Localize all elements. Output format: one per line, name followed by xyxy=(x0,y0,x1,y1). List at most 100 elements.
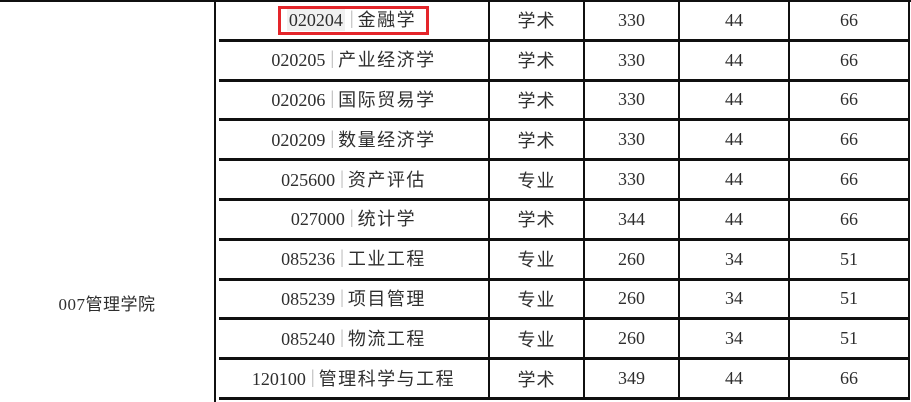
program-text: 027000 | 统计学 xyxy=(290,207,417,230)
type-cell: 专业 xyxy=(490,280,585,318)
highlight-box: 020204 | 金融学 xyxy=(277,5,430,35)
score-cell-3: 66 xyxy=(790,360,910,397)
pipe-separator-icon: | xyxy=(349,7,354,29)
program-code: 020209 xyxy=(271,129,326,150)
program-name: 工业工程 xyxy=(347,249,426,270)
program-cell: 020205 | 产业经济学 xyxy=(219,41,490,79)
table-row: 020206 | 国际贸易学 学术 330 44 66 xyxy=(219,81,910,122)
table-row: 085236 | 工业工程 专业 260 34 51 xyxy=(219,240,910,281)
program-name: 国际贸易学 xyxy=(338,89,436,110)
score-cell-1: 344 xyxy=(585,200,680,238)
program-text: 085236 | 工业工程 xyxy=(281,247,426,270)
program-code: 120100 xyxy=(251,368,306,389)
type-cell: 专业 xyxy=(490,161,585,198)
program-text: 120100 | 管理科学与工程 xyxy=(251,366,456,390)
program-code: 085240 xyxy=(281,328,336,349)
score-cell-1: 260 xyxy=(585,280,680,318)
pipe-separator-icon: | xyxy=(340,247,344,269)
score-cell-1: 330 xyxy=(585,81,680,119)
score-cell-2: 34 xyxy=(680,280,790,318)
program-text: 020206 | 国际贸易学 xyxy=(271,87,436,111)
score-cell-2: 34 xyxy=(680,320,790,358)
program-name: 资产评估 xyxy=(347,169,426,190)
score-cell-3: 66 xyxy=(790,161,910,198)
type-cell: 学术 xyxy=(490,200,585,238)
program-code: 085236 xyxy=(281,249,336,270)
program-name: 数量经济学 xyxy=(338,129,436,150)
score-cell-2: 44 xyxy=(680,161,790,198)
program-code: 085239 xyxy=(281,288,336,309)
program-name: 项目管理 xyxy=(347,288,426,309)
program-code: 027000 xyxy=(290,209,345,230)
table-row: 120100 | 管理科学与工程 学术 349 44 66 xyxy=(219,360,910,397)
table-row: 085240 | 物流工程 专业 260 34 51 xyxy=(219,320,910,361)
score-cell-1: 330 xyxy=(585,161,680,198)
score-cell-1: 260 xyxy=(585,240,680,278)
program-text: 025600 | 资产评估 xyxy=(281,167,426,191)
pipe-separator-icon: | xyxy=(330,87,335,109)
table-row: 020205 | 产业经济学 学术 330 44 66 xyxy=(219,41,910,82)
table-row: 027000 | 统计学 学术 344 44 66 xyxy=(219,200,910,241)
table-row: 020209 | 数量经济学 学术 330 44 66 xyxy=(219,121,910,162)
pipe-separator-icon: | xyxy=(340,326,344,348)
score-cell-3: 66 xyxy=(790,2,910,39)
program-name: 物流工程 xyxy=(347,328,426,349)
type-cell: 专业 xyxy=(490,320,585,358)
program-code: 025600 xyxy=(281,169,336,190)
program-cell: 085236 | 工业工程 xyxy=(219,240,490,278)
score-cell-2: 44 xyxy=(680,200,790,238)
table-row: 020204 | 金融学 学术 330 44 66 xyxy=(219,2,910,42)
program-cell: 020209 | 数量经济学 xyxy=(219,121,490,159)
pipe-separator-icon: | xyxy=(330,48,335,70)
type-cell: 学术 xyxy=(490,121,585,159)
table-row: 025600 | 资产评估 专业 330 44 66 xyxy=(219,161,910,201)
program-code: 020204 xyxy=(286,8,345,31)
score-cell-2: 44 xyxy=(680,81,790,119)
program-code: 020206 xyxy=(271,89,326,110)
score-cell-1: 330 xyxy=(585,41,680,79)
score-cell-2: 44 xyxy=(680,360,790,397)
program-cell: 020204 | 金融学 xyxy=(219,2,490,39)
program-text: 085240 | 物流工程 xyxy=(281,326,426,350)
score-cell-3: 66 xyxy=(790,200,910,238)
score-cell-1: 330 xyxy=(585,121,680,159)
score-cell-3: 66 xyxy=(790,41,910,79)
pipe-separator-icon: | xyxy=(349,207,354,229)
score-cell-2: 34 xyxy=(680,240,790,278)
program-cell: 120100 | 管理科学与工程 xyxy=(219,360,490,397)
program-name: 产业经济学 xyxy=(338,50,436,71)
program-text: 085239 | 项目管理 xyxy=(281,286,426,310)
score-cell-1: 349 xyxy=(585,360,680,397)
type-cell: 学术 xyxy=(490,81,585,119)
type-cell: 专业 xyxy=(490,240,585,278)
program-cell: 025600 | 资产评估 xyxy=(219,161,490,198)
table-rows: 020204 | 金融学 学术 330 44 66 020205 | 产业经济学 学术 330 44 66… xyxy=(219,2,910,400)
score-cell-3: 51 xyxy=(790,240,910,278)
program-name: 统计学 xyxy=(357,209,417,230)
program-name: 管理科学与工程 xyxy=(318,368,456,389)
type-cell: 学术 xyxy=(490,360,585,397)
score-cell-2: 44 xyxy=(680,41,790,79)
college-cell: 007管理学院 xyxy=(0,2,216,402)
program-code: 020205 xyxy=(271,50,326,71)
score-cell-2: 44 xyxy=(680,121,790,159)
program-text: 020209 | 数量经济学 xyxy=(271,128,436,151)
score-cell-1: 260 xyxy=(585,320,680,358)
pipe-separator-icon: | xyxy=(310,366,315,388)
score-cell-3: 51 xyxy=(790,280,910,318)
type-cell: 学术 xyxy=(490,2,585,39)
pipe-separator-icon: | xyxy=(340,167,344,189)
score-cell-1: 330 xyxy=(585,2,680,39)
type-cell: 学术 xyxy=(490,41,585,79)
score-cell-3: 66 xyxy=(790,81,910,119)
program-cell: 085239 | 项目管理 xyxy=(219,280,490,318)
score-cell-3: 66 xyxy=(790,121,910,159)
program-cell: 085240 | 物流工程 xyxy=(219,320,490,358)
pipe-separator-icon: | xyxy=(340,286,344,308)
program-text: 020205 | 产业经济学 xyxy=(271,48,436,71)
program-cell: 027000 | 统计学 xyxy=(219,200,490,238)
program-name: 金融学 xyxy=(357,9,417,30)
college-label: 007管理学院 xyxy=(58,295,156,314)
score-cell-2: 44 xyxy=(680,2,790,39)
